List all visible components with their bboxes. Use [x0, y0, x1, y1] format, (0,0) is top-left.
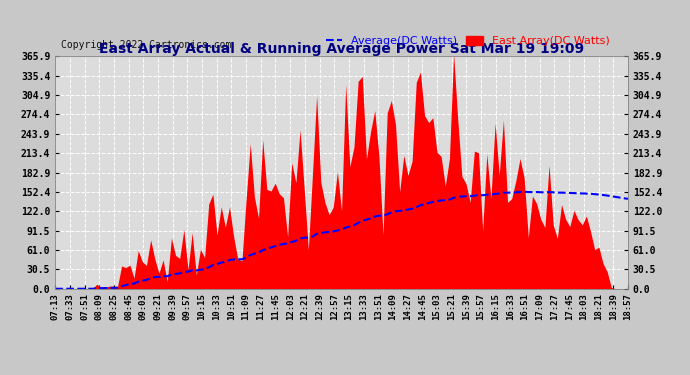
Title: East Array Actual & Running Average Power Sat Mar 19 19:09: East Array Actual & Running Average Powe… [99, 42, 584, 56]
Text: Copyright 2022 Cartronics.com: Copyright 2022 Cartronics.com [61, 40, 231, 50]
Legend: Average(DC Watts), East Array(DC Watts): Average(DC Watts), East Array(DC Watts) [321, 32, 614, 51]
